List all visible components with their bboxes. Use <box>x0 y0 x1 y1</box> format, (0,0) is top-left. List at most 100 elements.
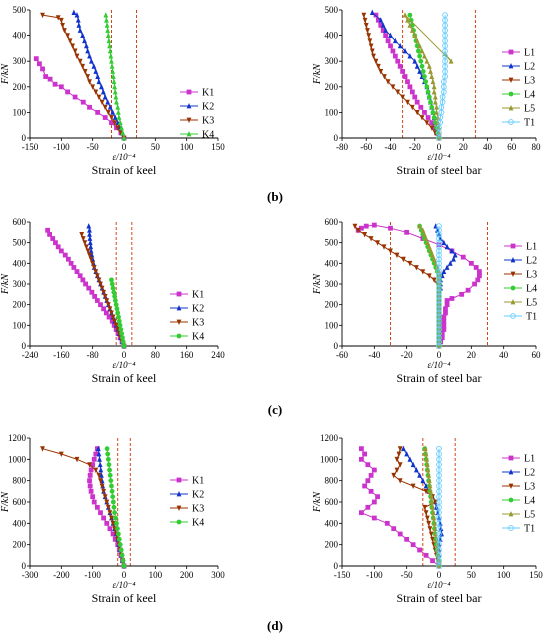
data-point <box>112 114 118 120</box>
data-point <box>390 48 396 54</box>
data-point <box>373 58 379 65</box>
data-point <box>426 477 432 484</box>
data-point <box>429 73 435 79</box>
data-point <box>90 494 96 500</box>
series-T1 <box>436 12 448 141</box>
legend-marker <box>176 519 182 525</box>
data-point <box>58 248 64 254</box>
data-point <box>89 252 95 258</box>
legend-label: L2 <box>524 62 535 73</box>
x-tick-label: -100 <box>366 570 383 580</box>
data-point <box>65 89 70 95</box>
data-point <box>37 61 42 67</box>
data-point <box>436 557 442 564</box>
data-point <box>105 504 111 511</box>
legend-label: K1 <box>202 88 214 99</box>
data-point <box>80 99 86 105</box>
data-point <box>96 78 102 85</box>
data-point <box>99 472 104 478</box>
y-tick-label: 600 <box>325 497 339 507</box>
data-point <box>413 467 419 473</box>
data-point <box>436 310 442 316</box>
data-point <box>361 12 367 19</box>
data-point <box>113 327 119 332</box>
data-point <box>419 115 425 121</box>
data-point <box>422 74 427 79</box>
data-point <box>432 99 438 105</box>
data-point <box>96 277 102 283</box>
data-point <box>359 446 364 452</box>
data-point <box>80 63 86 70</box>
y-tick-label: 200 <box>325 300 339 310</box>
data-point <box>428 488 433 494</box>
series-K3 <box>79 232 127 349</box>
data-point <box>436 264 442 271</box>
data-point <box>465 287 471 293</box>
legend-label: L4 <box>526 284 537 295</box>
data-point <box>436 547 442 553</box>
data-point <box>58 84 64 90</box>
x-tick-label: 60 <box>507 142 517 152</box>
data-point <box>422 53 427 59</box>
data-point <box>109 318 115 324</box>
data-point <box>109 310 114 316</box>
data-point <box>50 236 56 241</box>
data-point <box>441 268 447 274</box>
legend-marker <box>508 105 514 111</box>
data-point <box>52 81 58 87</box>
data-point <box>452 252 458 258</box>
legend-label: K4 <box>192 518 204 529</box>
data-point <box>111 289 117 295</box>
data-point <box>420 227 426 233</box>
data-point <box>368 236 374 242</box>
y-tick-label: 300 <box>325 56 339 66</box>
data-point <box>74 53 80 60</box>
data-point <box>115 104 121 110</box>
y-tick-label: 400 <box>325 258 339 268</box>
data-point <box>431 115 437 120</box>
data-point <box>426 63 432 69</box>
data-point <box>107 42 112 49</box>
x-unit-label: ε/10⁻⁴ <box>113 360 136 370</box>
data-point <box>443 306 448 312</box>
data-point <box>430 78 436 85</box>
legend-label: L1 <box>524 48 535 59</box>
data-point <box>407 53 413 59</box>
y-tick-label: 100 <box>325 107 339 117</box>
data-point <box>110 285 116 291</box>
data-point <box>369 48 375 54</box>
data-point <box>413 265 419 271</box>
x-axis-label: Strain of steel bar <box>397 163 482 177</box>
data-point <box>444 302 450 308</box>
data-point <box>404 229 410 235</box>
y-tick-label: 0 <box>22 561 27 571</box>
data-point <box>55 15 61 21</box>
data-point <box>104 520 110 526</box>
data-point <box>88 467 94 473</box>
data-point <box>87 227 92 233</box>
data-point <box>436 268 442 275</box>
data-point <box>355 227 361 234</box>
x-tick-label: 0 <box>122 142 127 152</box>
data-point <box>104 499 110 505</box>
data-point <box>428 68 433 74</box>
data-point <box>111 78 117 85</box>
series-K3 <box>40 12 127 141</box>
series-K4 <box>104 446 127 569</box>
x-tick-label: -240 <box>22 350 39 360</box>
legend-label: K4 <box>202 130 214 141</box>
data-point <box>82 240 88 246</box>
data-point <box>105 110 111 116</box>
data-point <box>87 483 93 489</box>
data-point <box>369 9 375 15</box>
data-point <box>74 12 80 18</box>
data-point <box>394 456 400 463</box>
data-point <box>101 515 107 521</box>
data-point <box>380 28 386 33</box>
data-point <box>121 343 127 349</box>
data-point <box>99 83 104 90</box>
x-tick-label: 0 <box>437 570 442 580</box>
data-point <box>436 322 442 329</box>
data-point <box>436 515 442 521</box>
data-point <box>87 472 93 478</box>
